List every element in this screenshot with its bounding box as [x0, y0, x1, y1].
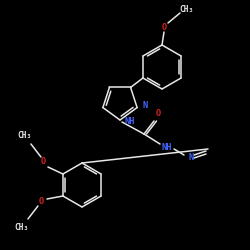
Text: O: O — [40, 158, 46, 166]
Text: NH: NH — [125, 118, 135, 126]
Text: CH₃: CH₃ — [15, 222, 29, 232]
Text: O: O — [162, 22, 166, 32]
Text: CH₃: CH₃ — [179, 4, 193, 14]
Text: O: O — [38, 196, 44, 205]
Text: N: N — [142, 101, 148, 110]
Text: O: O — [156, 108, 160, 118]
Text: NH: NH — [162, 142, 172, 152]
Text: N: N — [188, 152, 194, 162]
Text: CH₃: CH₃ — [18, 132, 32, 140]
